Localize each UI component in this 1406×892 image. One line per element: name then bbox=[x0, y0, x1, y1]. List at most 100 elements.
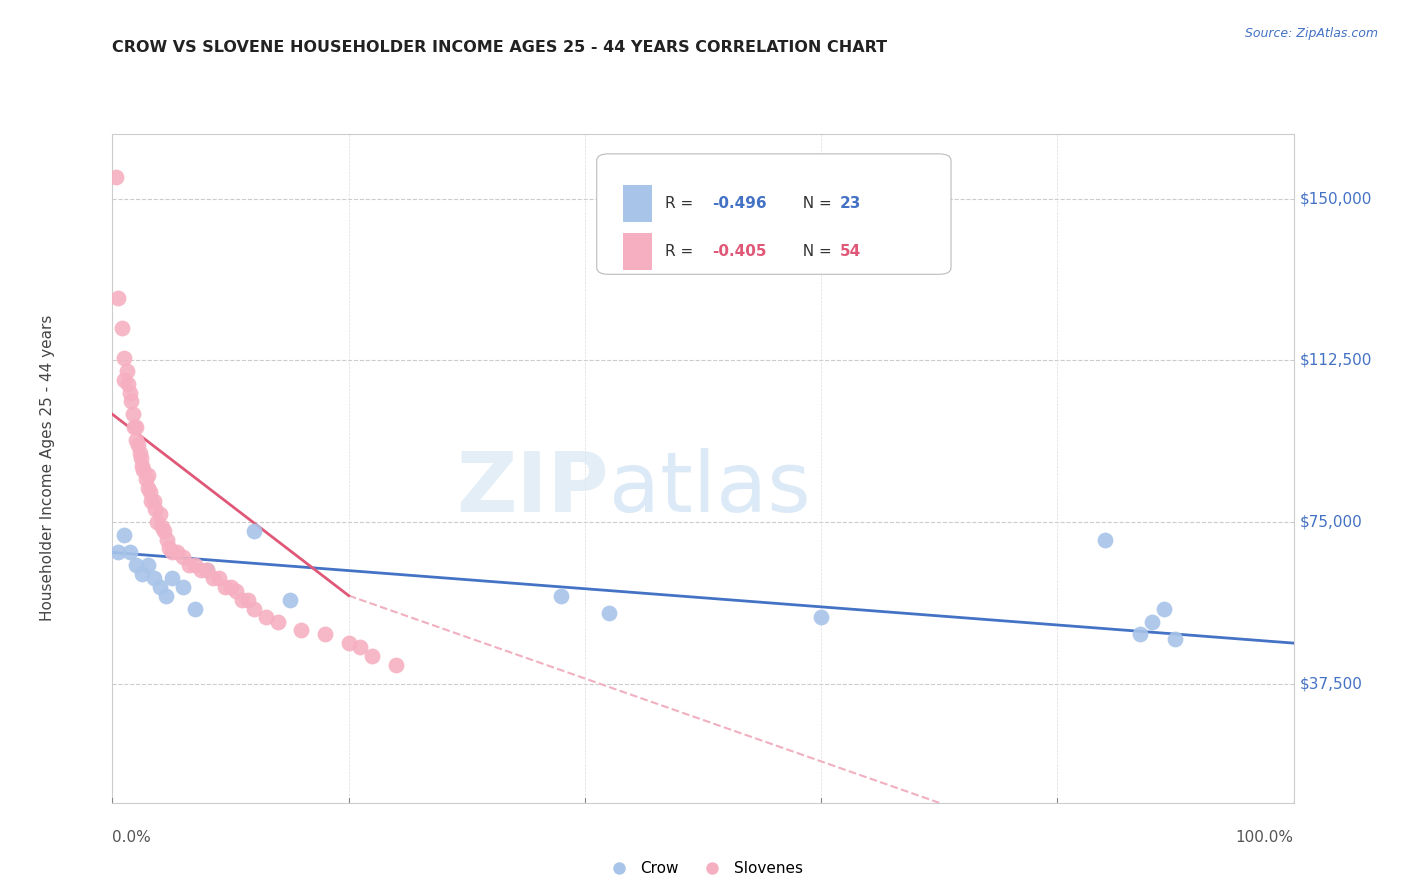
Point bbox=[122, 420, 145, 434]
Point bbox=[141, 493, 163, 508]
Point bbox=[550, 589, 572, 603]
Text: CROW VS SLOVENE HOUSEHOLDER INCOME AGES 25 - 44 YEARS CORRELATION CHART: CROW VS SLOVENE HOUSEHOLDER INCOME AGES … bbox=[112, 40, 887, 55]
Text: -0.496: -0.496 bbox=[713, 196, 768, 211]
Point bbox=[136, 558, 159, 573]
Point bbox=[361, 648, 384, 663]
Point bbox=[120, 394, 142, 409]
Point bbox=[112, 528, 135, 542]
Text: Source: ZipAtlas.com: Source: ZipAtlas.com bbox=[1244, 27, 1378, 40]
Point bbox=[129, 450, 152, 465]
Point bbox=[1164, 632, 1187, 646]
Point bbox=[1094, 533, 1116, 547]
Point bbox=[131, 567, 153, 582]
Point bbox=[105, 169, 128, 184]
Point bbox=[139, 485, 162, 500]
Point bbox=[184, 558, 207, 573]
Point bbox=[115, 364, 138, 378]
Point bbox=[598, 606, 620, 620]
Text: ZIP: ZIP bbox=[456, 448, 609, 529]
Text: $150,000: $150,000 bbox=[1299, 191, 1372, 206]
Point bbox=[190, 563, 212, 577]
Point bbox=[156, 533, 179, 547]
Legend: Crow, Slovenes: Crow, Slovenes bbox=[598, 855, 808, 882]
Point bbox=[150, 519, 173, 533]
Point bbox=[128, 446, 150, 460]
Text: Householder Income Ages 25 - 44 years: Householder Income Ages 25 - 44 years bbox=[39, 315, 55, 622]
Point bbox=[131, 459, 153, 474]
Point bbox=[172, 580, 194, 594]
Point bbox=[127, 437, 149, 451]
Text: 100.0%: 100.0% bbox=[1236, 830, 1294, 845]
Text: $75,000: $75,000 bbox=[1299, 515, 1362, 530]
Text: N =: N = bbox=[793, 196, 837, 211]
Text: 54: 54 bbox=[839, 244, 862, 259]
Text: atlas: atlas bbox=[609, 448, 810, 529]
Point bbox=[136, 467, 159, 482]
Point bbox=[146, 515, 169, 529]
Point bbox=[267, 615, 290, 629]
Point bbox=[153, 524, 176, 538]
Point bbox=[160, 571, 183, 585]
Point bbox=[111, 321, 134, 335]
FancyBboxPatch shape bbox=[596, 154, 950, 275]
Point bbox=[179, 558, 201, 573]
Point bbox=[201, 571, 224, 585]
Point bbox=[1153, 601, 1175, 615]
Point bbox=[172, 549, 194, 564]
Text: $37,500: $37,500 bbox=[1299, 677, 1362, 691]
Point bbox=[1129, 627, 1152, 641]
Point bbox=[337, 636, 360, 650]
Point bbox=[125, 420, 148, 434]
Point bbox=[121, 408, 143, 422]
Point bbox=[349, 640, 371, 655]
Text: $112,500: $112,500 bbox=[1299, 353, 1372, 368]
Point bbox=[149, 507, 172, 521]
Text: 0.0%: 0.0% bbox=[112, 830, 152, 845]
Point bbox=[155, 589, 177, 603]
Point bbox=[120, 385, 142, 400]
Point bbox=[254, 610, 277, 624]
Point bbox=[120, 545, 142, 559]
Point bbox=[117, 377, 139, 392]
Point bbox=[135, 472, 157, 486]
Point bbox=[184, 601, 207, 615]
Point bbox=[278, 593, 301, 607]
Point bbox=[157, 541, 180, 556]
Text: R =: R = bbox=[665, 244, 699, 259]
Point bbox=[219, 580, 242, 594]
Point bbox=[142, 571, 165, 585]
Point bbox=[810, 610, 832, 624]
Point bbox=[125, 558, 148, 573]
Point bbox=[243, 524, 266, 538]
Point bbox=[208, 571, 231, 585]
Point bbox=[149, 580, 172, 594]
Point bbox=[125, 434, 148, 448]
Point bbox=[107, 545, 129, 559]
Text: R =: R = bbox=[665, 196, 699, 211]
Point bbox=[225, 584, 247, 599]
Point bbox=[385, 657, 408, 672]
Point bbox=[112, 351, 135, 366]
Point bbox=[214, 580, 236, 594]
Point bbox=[107, 291, 129, 305]
Text: N =: N = bbox=[793, 244, 837, 259]
Point bbox=[238, 593, 260, 607]
Point bbox=[160, 545, 183, 559]
Point bbox=[195, 563, 218, 577]
Point bbox=[143, 502, 166, 516]
Point bbox=[243, 601, 266, 615]
Bar bbox=[623, 185, 652, 222]
Point bbox=[314, 627, 336, 641]
Point bbox=[195, 563, 218, 577]
Text: 23: 23 bbox=[839, 196, 862, 211]
Point bbox=[231, 593, 253, 607]
Point bbox=[132, 463, 155, 477]
Point bbox=[166, 545, 188, 559]
Point bbox=[1140, 615, 1163, 629]
Point bbox=[142, 493, 165, 508]
Point bbox=[112, 373, 135, 387]
Point bbox=[136, 481, 159, 495]
Bar bbox=[623, 233, 652, 270]
Text: -0.405: -0.405 bbox=[713, 244, 766, 259]
Point bbox=[290, 623, 312, 637]
